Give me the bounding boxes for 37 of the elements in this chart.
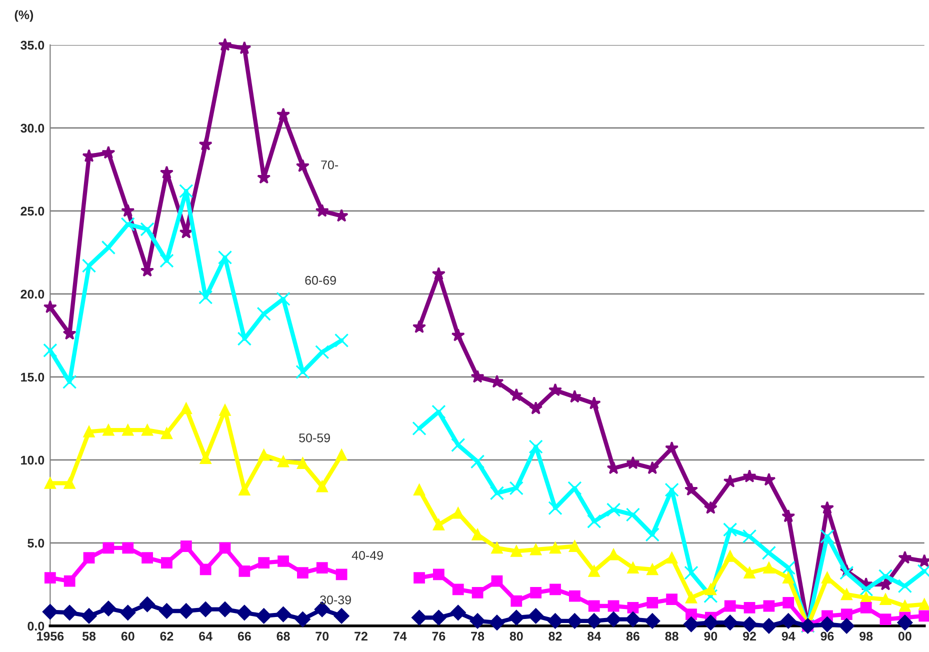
x-tick-label: 66 [238, 632, 251, 641]
x-tick-label: 70 [316, 632, 329, 641]
x-tick-label: 98 [860, 632, 873, 641]
x-tick-label: 94 [782, 632, 796, 641]
x-tick-label: 76 [432, 632, 446, 641]
x-tick-label: 00 [898, 632, 912, 641]
x-tick-label: 96 [820, 632, 834, 641]
x-tick-label: 62 [160, 632, 174, 641]
y-tick-label: 15.0 [21, 372, 44, 382]
series-label: 70- [321, 160, 338, 170]
y-axis-title: (%) [14, 10, 34, 22]
x-tick-label: 1956 [37, 632, 64, 641]
x-tick-label: 84 [588, 632, 601, 641]
series-label: 60-69 [305, 276, 336, 285]
y-tick-label: 20.0 [20, 290, 44, 299]
x-tick-label: 82 [548, 632, 562, 641]
x-tick-label: 68 [276, 632, 290, 641]
x-tick-label: 60 [121, 632, 134, 641]
series-label: 30-39 [320, 595, 351, 604]
x-tick-label: 58 [82, 632, 96, 641]
series-label: 40-49 [352, 550, 383, 560]
x-tick-label: 88 [665, 632, 678, 641]
x-tick-label: 86 [626, 632, 640, 641]
x-tick-label: 78 [471, 632, 484, 641]
x-tick-label: 74 [393, 632, 407, 641]
x-tick-label: 90 [704, 632, 718, 641]
y-tick-label: 25.0 [20, 206, 44, 216]
x-tick-label: 72 [354, 632, 368, 641]
y-tick-label: 0.0 [28, 622, 44, 631]
y-tick-label: 5.0 [28, 538, 44, 548]
series-label: 50-59 [299, 433, 330, 442]
y-tick-label: 35.0 [20, 40, 44, 50]
x-tick-label: 80 [510, 632, 523, 641]
y-tick-label: 30.0 [20, 124, 44, 133]
x-tick-label: 64 [199, 632, 212, 641]
y-tick-label: 10.0 [21, 456, 44, 465]
x-tick-label: 92 [743, 632, 756, 641]
